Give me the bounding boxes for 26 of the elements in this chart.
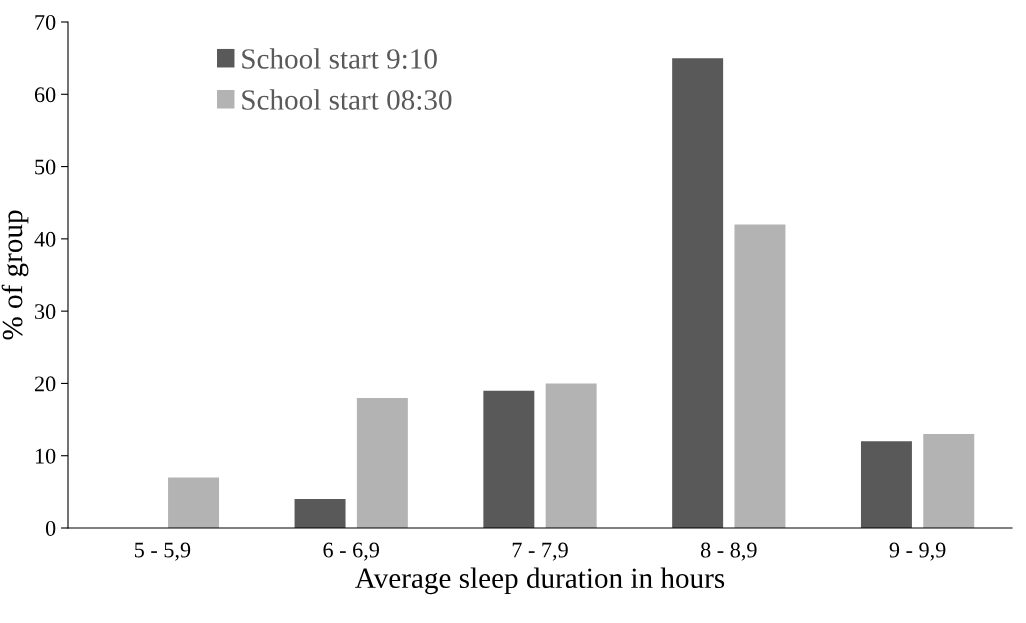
legend-label: School start 9:10 (242, 48, 437, 69)
x-tick-label: 7 - 7,9 (512, 542, 568, 561)
x-tick-label: 8 - 8,9 (700, 542, 757, 561)
x-axis-title: Average sleep duration in hours (355, 567, 725, 595)
y-tick-label: 50 (35, 159, 56, 175)
bar (734, 224, 786, 528)
y-axis-title: % of group (1, 210, 29, 340)
bar (545, 383, 597, 528)
x-tick-label: 9 - 9,9 (889, 542, 946, 561)
x-tick-label: 5 - 5,9 (134, 542, 191, 561)
x-tick-label: 6 - 6,9 (323, 542, 379, 561)
y-tick-label: 20 (34, 376, 56, 392)
bar (483, 390, 535, 528)
bar (672, 58, 724, 528)
y-tick-label: 30 (35, 304, 56, 320)
y-tick-label: 0 (45, 520, 56, 536)
bar (294, 499, 346, 528)
bar (168, 477, 220, 528)
y-tick-label: 40 (34, 231, 56, 247)
y-tick-label: 70 (35, 14, 56, 30)
bar (356, 397, 408, 528)
y-tick-label: 60 (34, 87, 56, 103)
legend-label: School start 08:30 (242, 89, 452, 110)
bar (860, 441, 912, 528)
y-tick-label: 10 (35, 448, 56, 464)
bar (923, 434, 975, 528)
